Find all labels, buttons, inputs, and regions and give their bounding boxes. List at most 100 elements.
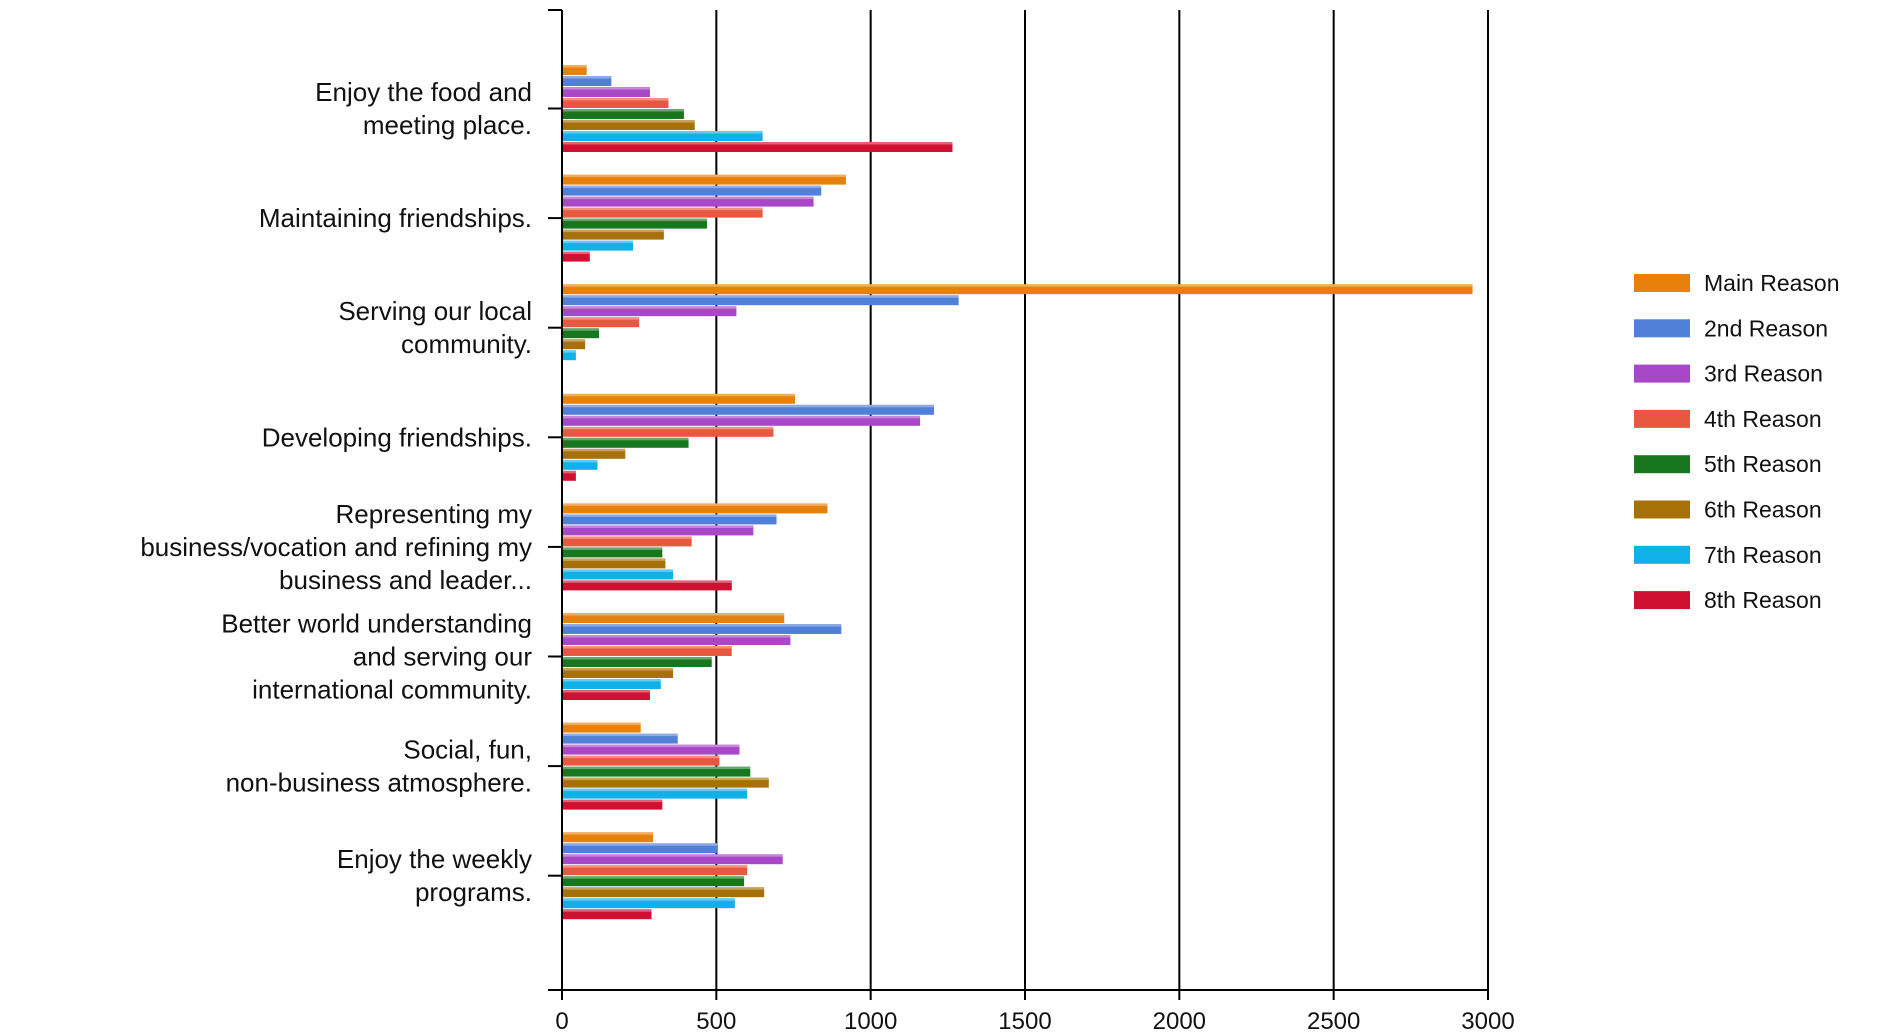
legend-swatch (1634, 319, 1690, 338)
bar-6th-reason-cat-5 (562, 558, 666, 569)
bar-8th-reason-cat-2 (562, 251, 590, 262)
bar-main-reason-cat-1 (562, 65, 587, 75)
bar-5th-reason-cat-4 (562, 437, 689, 448)
legend-item-7th-reason: 7th Reason (1634, 542, 1822, 568)
bar-2nd-reason-cat-8 (562, 843, 718, 854)
bar-highlight (562, 722, 641, 726)
bar-main-reason-cat-6 (562, 613, 785, 623)
bar-highlight (562, 251, 590, 255)
bar-4th-reason-cat-5 (562, 536, 692, 547)
bar-highlight (562, 120, 695, 123)
bar-highlight (562, 832, 654, 835)
bar-highlight (562, 350, 576, 353)
bar-highlight (562, 65, 587, 68)
x-tick-label: 1500 (998, 1008, 1051, 1034)
bar-5th-reason-cat-8 (562, 876, 745, 887)
bar-main-reason-cat-7 (562, 722, 641, 733)
bar-highlight (562, 295, 959, 298)
legend: Main Reason 2nd Reason 3rd Reason 4th Reaso… (1634, 270, 1840, 613)
legend-item-2nd-reason: 2nd Reason (1634, 315, 1828, 341)
bar-4th-reason-cat-2 (562, 207, 763, 218)
bar-highlight (562, 898, 735, 901)
bar-3rd-reason-cat-3 (562, 306, 737, 317)
bar-7th-reason-cat-2 (562, 240, 633, 251)
bar-2nd-reason-cat-3 (562, 295, 959, 306)
bar-highlight (562, 459, 598, 463)
category-label-3: Serving our local community. (338, 296, 532, 359)
bar-highlight (562, 690, 650, 693)
legend-item-3rd-reason: 3rd Reason (1634, 361, 1823, 387)
bar-main-reason-cat-3 (562, 284, 1473, 295)
bar-highlight (562, 843, 718, 846)
bar-5th-reason-cat-7 (562, 766, 751, 777)
bar-6th-reason-cat-3 (562, 339, 586, 350)
bar-highlight (562, 536, 692, 539)
category-label-6: Better world understanding and serving ou… (221, 609, 532, 705)
bar-highlight (562, 131, 763, 134)
bar-highlight (562, 613, 785, 616)
bar-highlight (562, 766, 751, 770)
bar-highlight (562, 635, 791, 638)
bar-highlight (562, 98, 669, 101)
x-tick-labels: 0 500 1000 1500 2000 2500 3000 (555, 1008, 1514, 1034)
category-label-4: Developing friendships. (262, 422, 532, 452)
bar-8th-reason-cat-1 (562, 142, 953, 152)
bar-highlight (562, 437, 689, 441)
bar-7th-reason-cat-6 (562, 679, 661, 689)
category-labels: Enjoy the food and meeting place. Maintain… (140, 77, 532, 907)
bar-main-reason-cat-5 (562, 503, 828, 514)
bar-4th-reason-cat-7 (562, 755, 720, 766)
bar-6th-reason-cat-6 (562, 668, 674, 678)
x-tick-label: 2500 (1307, 1008, 1360, 1034)
bar-highlight (562, 503, 828, 506)
legend-swatch (1634, 274, 1690, 292)
bar-highlight (562, 448, 626, 452)
bar-2nd-reason-cat-2 (562, 185, 822, 196)
bar-6th-reason-cat-4 (562, 448, 626, 459)
bar-highlight (562, 679, 661, 682)
bar-highlight (562, 229, 664, 233)
bar-2nd-reason-cat-1 (562, 76, 612, 86)
bar-7th-reason-cat-5 (562, 569, 674, 580)
bar-highlight (562, 744, 740, 748)
bar-main-reason-cat-8 (562, 832, 654, 843)
bar-main-reason-cat-2 (562, 174, 846, 185)
bar-4th-reason-cat-3 (562, 317, 640, 328)
bar-highlight (562, 196, 814, 200)
bar-highlight (562, 580, 732, 583)
legend-swatch (1634, 591, 1690, 610)
bar-highlight (562, 109, 684, 112)
bar-8th-reason-cat-5 (562, 580, 732, 591)
category-label-5: Representing my business/vocation and ref… (140, 499, 532, 595)
bar-7th-reason-cat-1 (562, 131, 763, 141)
bar-8th-reason-cat-8 (562, 909, 652, 920)
legend-label: 8th Reason (1704, 587, 1822, 613)
bar-highlight (562, 174, 846, 178)
bar-highlight (562, 755, 720, 759)
bar-highlight (562, 788, 748, 792)
bar-highlight (562, 887, 765, 890)
grid-lines (715, 10, 1489, 990)
bar-2nd-reason-cat-5 (562, 514, 777, 525)
bar-4th-reason-cat-4 (562, 426, 774, 437)
bar-highlight (562, 876, 745, 879)
bar-highlight (562, 854, 783, 857)
bar-highlight (562, 87, 650, 90)
bar-highlight (562, 799, 663, 803)
bars (562, 65, 1473, 920)
bar-highlight (562, 547, 663, 550)
bar-highlight (562, 909, 652, 912)
bar-3rd-reason-cat-7 (562, 744, 740, 755)
bar-6th-reason-cat-8 (562, 887, 765, 898)
legend-label: 3rd Reason (1704, 361, 1823, 387)
legend-item-8th-reason: 8th Reason (1634, 587, 1822, 613)
legend-item-4th-reason: 4th Reason (1634, 406, 1822, 432)
legend-swatch (1634, 455, 1690, 474)
bar-3rd-reason-cat-6 (562, 635, 791, 645)
bar-5th-reason-cat-6 (562, 657, 712, 667)
bar-highlight (562, 624, 842, 627)
axes (548, 9, 1489, 1000)
bar-highlight (562, 328, 600, 331)
bar-5th-reason-cat-2 (562, 218, 708, 229)
